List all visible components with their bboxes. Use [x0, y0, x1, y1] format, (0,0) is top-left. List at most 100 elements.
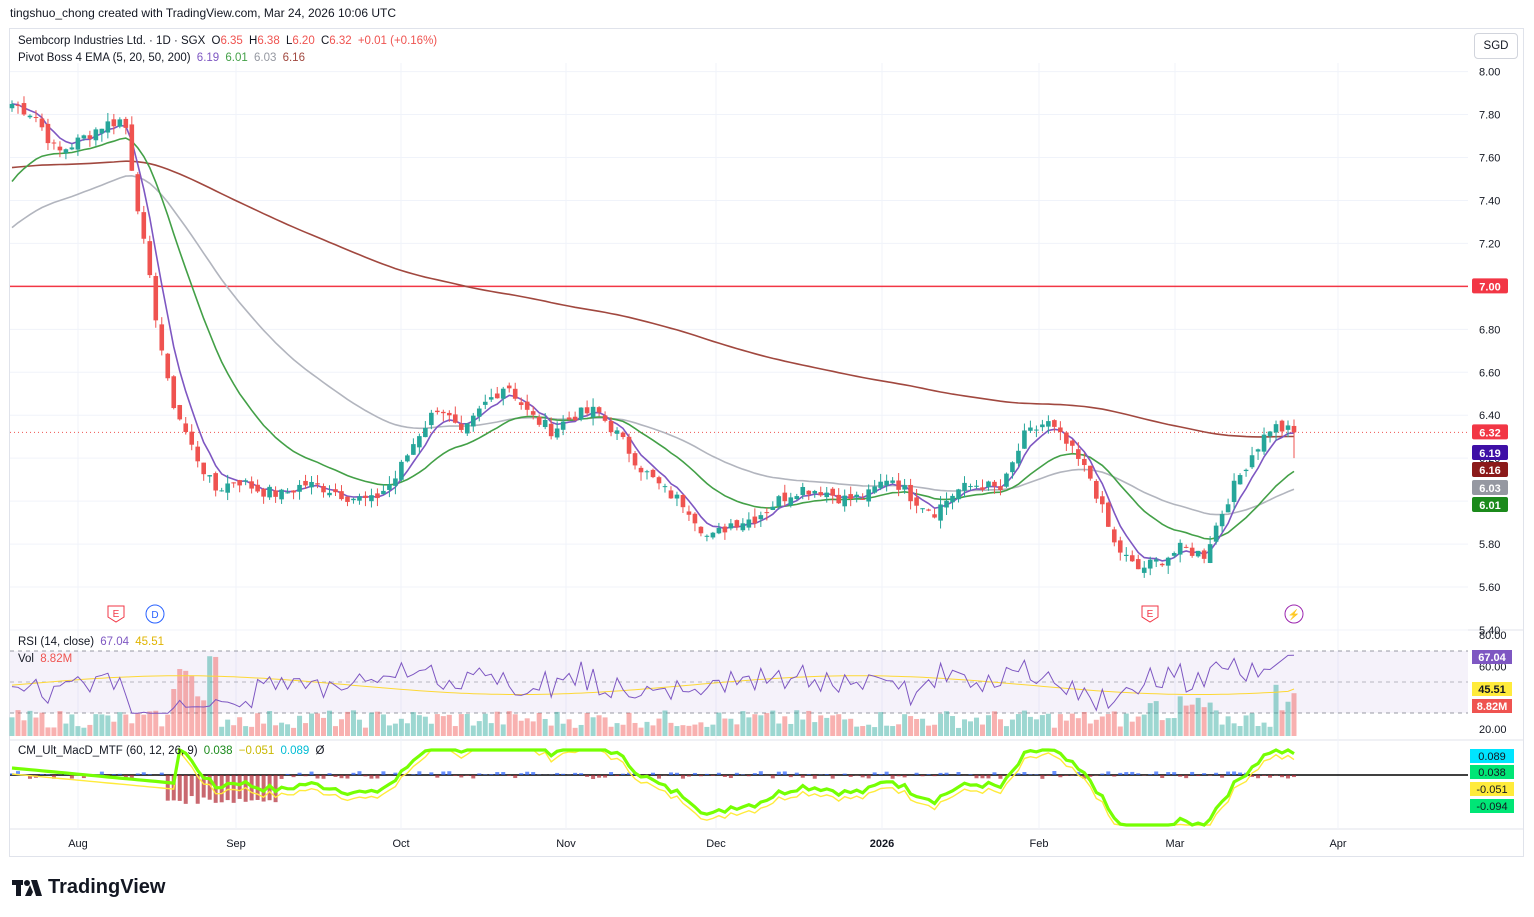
candle-body: [237, 480, 242, 486]
macd-hist-bar: [686, 775, 691, 777]
volume-bar: [135, 713, 141, 736]
candle-body: [1273, 424, 1279, 433]
macd-hist-bar: [1070, 775, 1075, 776]
currency-button[interactable]: SGD: [1474, 33, 1518, 59]
macd-hist-bar: [15, 771, 20, 775]
macd-hist-bar: [1088, 775, 1093, 777]
candle-body: [542, 419, 548, 428]
ema20-line: [11, 137, 1295, 540]
candle-body: [1231, 480, 1237, 503]
rsi-name: RSI (14, close): [18, 636, 95, 648]
macd-hist-bar: [237, 775, 242, 799]
volume-bar: [374, 711, 380, 736]
volume-bar: [704, 726, 710, 736]
volume-bar: [548, 725, 554, 736]
macd-hist-bar: [698, 775, 703, 777]
candle-body: [530, 411, 536, 415]
volume-bar: [554, 711, 560, 736]
candle-body: [974, 485, 979, 487]
macd-hist-bar: [1226, 771, 1231, 775]
volume-bar: [15, 710, 21, 736]
volume-bar: [93, 714, 99, 736]
candle-body: [189, 431, 195, 445]
macd-hist-bar: [830, 775, 835, 779]
candle-body: [764, 512, 770, 514]
candle-body: [524, 401, 530, 410]
macd-hist-bar: [147, 774, 152, 775]
candle-body: [225, 483, 230, 493]
candle-body: [992, 481, 997, 487]
volume-bar: [303, 723, 309, 736]
volume-bar: [285, 724, 291, 736]
candle-body: [500, 388, 506, 399]
volume-bar: [650, 725, 656, 736]
tradingview-logo[interactable]: TradingView: [12, 876, 165, 899]
candle-body: [93, 129, 99, 141]
macd-hist-bar: [465, 775, 470, 776]
volume-bar: [530, 721, 536, 736]
volume-bar: [81, 727, 87, 736]
candle-body: [1135, 559, 1141, 570]
candle-body: [908, 484, 913, 502]
volume-bar: [440, 716, 446, 736]
macd-hist-bar: [321, 775, 326, 779]
macd-hist-bar: [621, 773, 626, 775]
candle-body: [183, 423, 189, 432]
macd-hist-bar: [1280, 775, 1285, 778]
macd-hist-bar: [710, 775, 715, 776]
macd-hist-bar: [1268, 775, 1273, 778]
y-tick-label: 5.80: [1479, 539, 1500, 551]
candle-body: [81, 135, 87, 139]
volume-bar: [536, 713, 542, 736]
candle-body: [345, 496, 350, 502]
volume-bar: [716, 712, 722, 736]
volume-bar: [932, 724, 938, 736]
volume-bar: [506, 711, 512, 736]
candle-body: [1010, 462, 1015, 473]
macd-hist-bar: [986, 775, 991, 779]
volume-bar: [1093, 719, 1099, 736]
candle-body: [279, 489, 284, 500]
y-tick-label: 5.40: [1479, 625, 1500, 637]
candle-body: [896, 480, 901, 490]
candle-body: [57, 146, 63, 151]
macd-hist-bar: [309, 771, 314, 775]
macd-hist-bar: [878, 774, 883, 775]
volume-bar: [1177, 696, 1183, 736]
rsi-label: 8.82M: [1477, 701, 1508, 713]
created-caption: tingshuo_chong created with TradingView.…: [10, 6, 397, 20]
macd-hist-bar: [1250, 775, 1255, 777]
macd-hist-bar: [1232, 771, 1237, 775]
volume-bar: [644, 721, 650, 736]
volume-bar: [1099, 716, 1105, 736]
candle-body: [656, 477, 662, 484]
candle-body: [1058, 427, 1063, 433]
volume-bar: [45, 727, 51, 736]
macd-hist-bar: [692, 772, 697, 775]
candle-body: [614, 430, 620, 434]
macd-hist-bar: [704, 773, 709, 775]
volume-bar: [1045, 713, 1051, 736]
volume-bar: [488, 723, 494, 736]
rsi-label-bg: [1472, 682, 1512, 696]
volume-bar: [9, 717, 15, 736]
candle-body: [644, 471, 650, 473]
macd-hist-bar: [920, 775, 925, 777]
ema-name: Pivot Boss 4 EMA (5, 20, 50, 200): [18, 52, 191, 64]
macd-hist-bar: [1214, 772, 1219, 775]
macd-hist-bar: [111, 774, 116, 775]
candle-body: [782, 492, 788, 502]
volume-bar: [1291, 693, 1297, 736]
macd-hist-bar: [375, 775, 380, 779]
volume-bar: [207, 656, 213, 736]
volume-bar: [171, 689, 177, 736]
volume-bar: [1237, 726, 1243, 736]
volume-bar: [1153, 701, 1159, 736]
volume-bar: [728, 718, 734, 736]
volume-bar: [938, 713, 944, 736]
volume-bar: [237, 717, 243, 736]
volume-bar: [770, 710, 776, 736]
open-label: O: [211, 35, 221, 47]
macd-hist-bar: [890, 775, 895, 779]
